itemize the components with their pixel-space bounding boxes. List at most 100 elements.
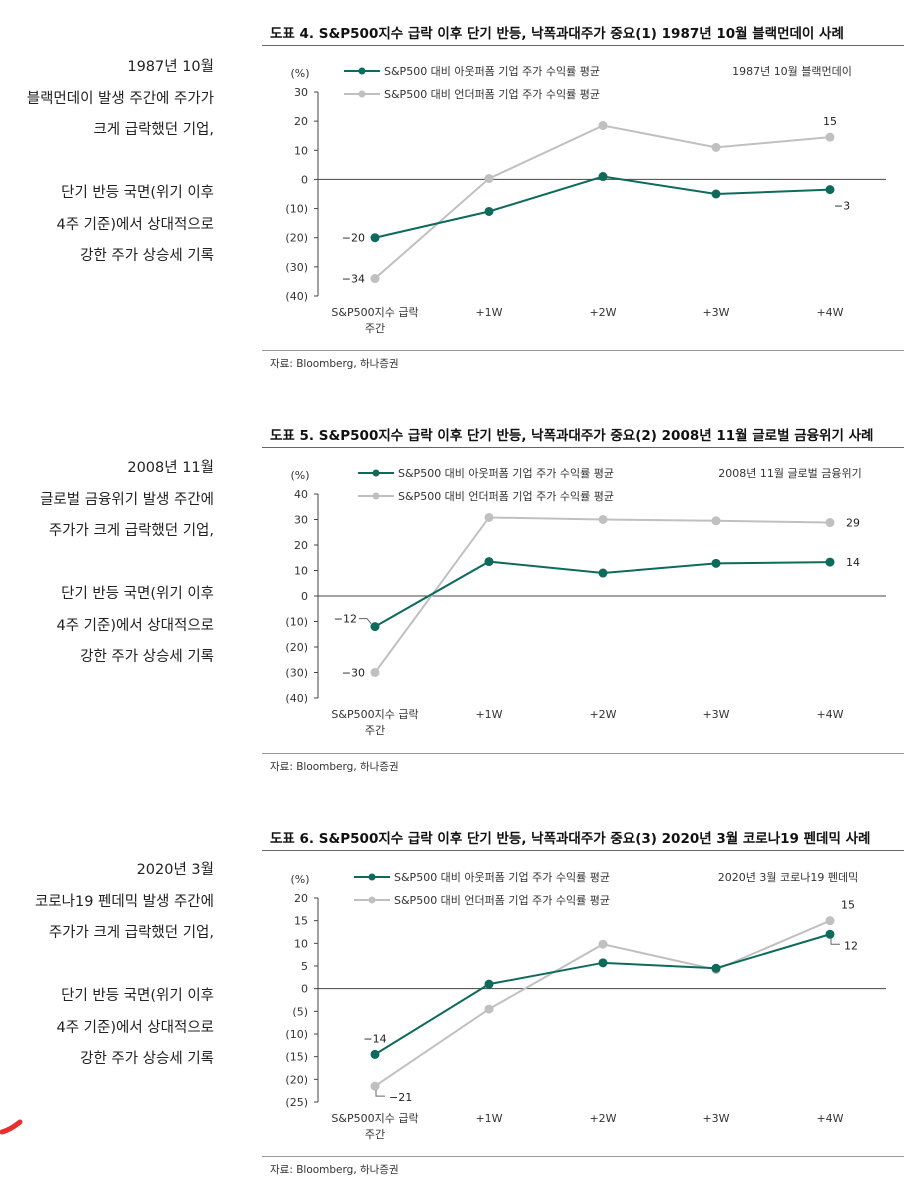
- legend-swatch-marker: [358, 67, 366, 75]
- legend-label: S&P500 대비 언더퍼폼 기업 주가 수익률 평균: [384, 88, 600, 101]
- y-tick-label: 30: [294, 86, 308, 99]
- legend-label: S&P500 대비 아웃퍼폼 기업 주가 수익률 평균: [384, 65, 600, 78]
- figure-title: 도표 4. S&P500지수 급락 이후 단기 반등, 낙폭과대주가 중요(1)…: [270, 26, 844, 42]
- side-line: 글로벌 금융위기 발생 주간에: [40, 491, 214, 508]
- bottom-rule: [262, 1156, 904, 1157]
- chart-annotation: 2008년 11월 글로벌 금융위기: [718, 467, 862, 480]
- y-unit-label: (%): [290, 67, 309, 80]
- x-tick-label: +1W: [475, 1112, 502, 1125]
- legend-label: S&P500 대비 언더퍼폼 기업 주가 수익률 평균: [394, 894, 610, 907]
- data-label: 14: [846, 556, 860, 569]
- x-tick-label: +4W: [816, 306, 843, 319]
- title-rule: [262, 45, 904, 46]
- data-point-underperform: [484, 1004, 494, 1014]
- series-line-outperform: [374, 175, 831, 239]
- x-tick-label: +3W: [702, 306, 729, 319]
- data-point-outperform: [711, 189, 721, 199]
- bottom-rule: [262, 753, 904, 754]
- side-line: 2008년 11월: [127, 460, 214, 476]
- y-tick-label: (10): [285, 616, 308, 629]
- y-tick-label: 30: [294, 514, 308, 527]
- line-chart-3: (%) 20 15 10 5 0 (5) (10) (15) (20) (25) S&P500지수 급…: [285, 871, 886, 1141]
- side-line: 4주 기준)에서 상대적으로: [56, 617, 215, 634]
- y-tick-label: (25): [285, 1096, 308, 1109]
- data-point-underperform: [484, 512, 494, 522]
- side-line: 단기 반등 국면(위기 이후: [61, 988, 214, 1004]
- x-tick-label: +4W: [816, 708, 843, 721]
- x-tick-label: +1W: [475, 708, 502, 721]
- data-point-underperform: [370, 274, 380, 284]
- x-tick-label: +2W: [589, 306, 616, 319]
- data-point-underperform: [484, 174, 494, 184]
- data-point-underperform: [598, 515, 608, 524]
- legend-swatch-marker: [368, 873, 376, 881]
- red-pen-mark: [0, 1119, 23, 1135]
- data-point-outperform: [711, 963, 721, 973]
- legend-swatch-marker: [372, 492, 380, 500]
- data-label: 15: [823, 115, 837, 128]
- data-point-outperform: [825, 185, 835, 195]
- y-tick-label: (20): [285, 641, 308, 654]
- x-tick-label: +3W: [702, 708, 729, 721]
- side-line: [0, 548, 214, 580]
- title-rule: [262, 850, 904, 851]
- y-tick-label: 0: [301, 983, 308, 996]
- data-point-outperform: [484, 206, 494, 216]
- legend-swatch-marker: [368, 896, 376, 904]
- series-line-outperform: [374, 933, 831, 1056]
- data-point-outperform: [825, 929, 835, 939]
- label-leader-line: [359, 618, 372, 624]
- legend-label: S&P500 대비 아웃퍼폼 기업 주가 수익률 평균: [398, 467, 614, 480]
- x-tick-label: +2W: [589, 1112, 616, 1125]
- y-tick-label: 0: [301, 173, 308, 186]
- x-tick-label: S&P500지수 급락 주간: [331, 1112, 418, 1141]
- y-tick-label: (20): [285, 232, 308, 245]
- side-line: [0, 950, 214, 982]
- x-tick-label: +3W: [702, 1112, 729, 1125]
- legend-label: S&P500 대비 아웃퍼폼 기업 주가 수익률 평균: [394, 871, 610, 884]
- y-tick-label: (5): [292, 1005, 308, 1018]
- source-note: 자료: Bloomberg, 하나증권: [270, 358, 399, 370]
- y-tick-label: 15: [294, 915, 308, 928]
- data-point-outperform: [370, 622, 380, 632]
- y-tick-label: 20: [294, 892, 308, 905]
- side-line: 강한 주가 상승세 기록: [80, 248, 214, 264]
- data-point-outperform: [598, 958, 608, 968]
- data-point-underperform: [711, 142, 721, 152]
- data-label: −21: [389, 1091, 412, 1104]
- data-point-underperform: [598, 121, 608, 131]
- legend-swatch-marker: [358, 90, 366, 98]
- side-line: 4주 기준)에서 상대적으로: [56, 216, 215, 233]
- legend-label: S&P500 대비 언더퍼폼 기업 주가 수익률 평균: [398, 490, 614, 503]
- y-tick-label: 10: [294, 565, 308, 578]
- data-point-underperform: [825, 132, 835, 142]
- data-point-outperform: [370, 1049, 380, 1059]
- data-label: −3: [834, 200, 850, 213]
- data-point-outperform: [598, 568, 608, 578]
- data-label: −30: [342, 667, 365, 680]
- data-label: 15: [841, 899, 855, 912]
- bottom-rule: [262, 350, 904, 351]
- data-point-underperform: [825, 518, 835, 528]
- side-line: 블랙먼데이 발생 주간에 주가가: [26, 90, 214, 107]
- y-tick-label: 5: [301, 960, 308, 973]
- x-tick-label: +4W: [816, 1112, 843, 1125]
- side-caption-3: 2020년 3월 코로나19 펜데믹 발생 주간에 주가가 크게 급락했던 기업…: [0, 855, 214, 1076]
- y-tick-label: (40): [285, 692, 308, 705]
- y-tick-label: 10: [294, 937, 308, 950]
- label-leader-line: [830, 938, 840, 945]
- line-chart-1: (%) 30 20 10 0 (10) (20) (30) (40) S&P500지수 급락 주간 +…: [285, 65, 886, 335]
- y-tick-label: 40: [294, 488, 308, 501]
- data-point-underperform: [711, 516, 721, 526]
- chart-annotation: 2020년 3월 코로나19 펜데믹: [718, 871, 858, 884]
- side-line: [0, 147, 214, 179]
- y-tick-label: (30): [285, 667, 308, 680]
- y-unit-label: (%): [290, 873, 309, 886]
- data-label: 12: [844, 939, 858, 952]
- side-line: 강한 주가 상승세 기록: [80, 1051, 214, 1067]
- side-line: 2020년 3월: [136, 862, 214, 878]
- data-label: −14: [363, 1032, 386, 1045]
- side-line: 단기 반등 국면(위기 이후: [61, 185, 214, 201]
- side-line: 단기 반등 국면(위기 이후: [61, 586, 214, 602]
- data-label: −12: [334, 613, 357, 626]
